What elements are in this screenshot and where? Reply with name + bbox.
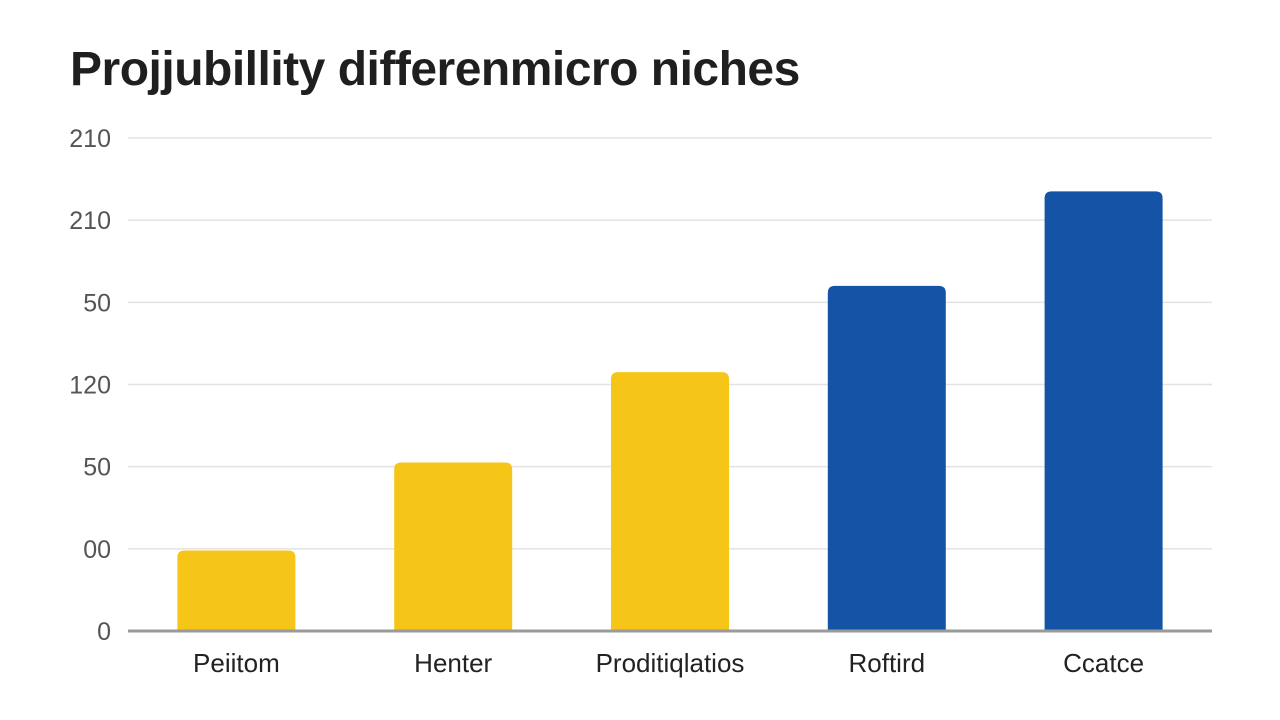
x-category-label: Roftird: [849, 648, 926, 678]
bar-ccatce: [1044, 191, 1163, 632]
y-tick-label: 120: [69, 372, 111, 400]
bar-peiitom: [177, 550, 296, 631]
y-tick-label: 50: [83, 289, 111, 317]
x-category-label: Proditiqlatios: [596, 648, 745, 678]
chart-title: Projjubillity differenmicro niches: [70, 43, 800, 96]
x-category-label: Ccatce: [1063, 648, 1144, 678]
bar-henter: [394, 462, 513, 631]
x-category-label: Peiitom: [193, 648, 280, 678]
bar-proditiqlatios: [611, 372, 729, 631]
y-tick-label: 210: [69, 207, 111, 235]
x-category-label: Henter: [414, 648, 492, 678]
y-tick-label: 0: [97, 618, 111, 646]
y-tick-label: 210: [69, 125, 111, 153]
bar-roftird: [827, 285, 946, 631]
y-tick-label: 00: [83, 536, 111, 564]
y-tick-label: 50: [83, 454, 111, 482]
